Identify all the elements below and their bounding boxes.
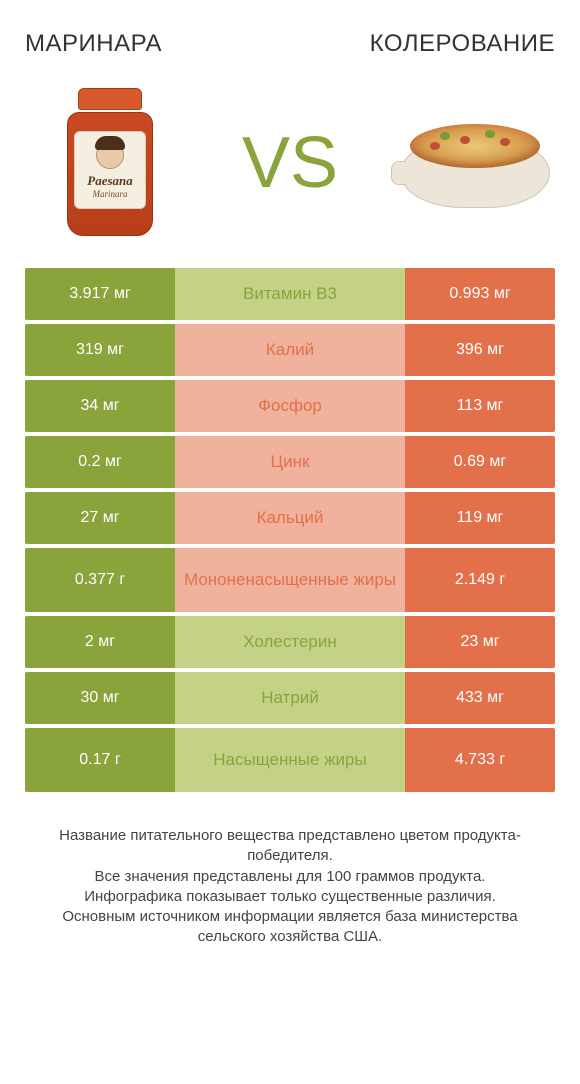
- cell-left: 0.377 г: [25, 548, 175, 612]
- footer-note: Название питательного вещества представл…: [0, 796, 580, 948]
- dish-icon: [400, 118, 540, 208]
- table-row: 0.377 гМононенасыщенные жиры2.149 г: [25, 548, 555, 612]
- footer-line: Инфографика показывает только существенн…: [30, 887, 550, 907]
- cell-nutrient: Фосфор: [175, 380, 405, 432]
- jar-brand: Paesana: [87, 173, 133, 189]
- cell-right: 433 мг: [405, 672, 555, 724]
- cell-right: 0.69 мг: [405, 436, 555, 488]
- title-right: КОЛЕРОВАНИЕ: [370, 30, 555, 58]
- product-right-image: [400, 88, 540, 238]
- table-row: 30 мгНатрий433 мг: [25, 672, 555, 724]
- cell-left: 27 мг: [25, 492, 175, 544]
- footer-line: Основным источником информации является …: [30, 907, 550, 948]
- cell-right: 396 мг: [405, 324, 555, 376]
- cell-nutrient: Цинк: [175, 436, 405, 488]
- cell-left: 0.2 мг: [25, 436, 175, 488]
- cell-left: 2 мг: [25, 616, 175, 668]
- cell-right: 0.993 мг: [405, 268, 555, 320]
- cell-right: 113 мг: [405, 380, 555, 432]
- cell-nutrient: Насыщенные жиры: [175, 728, 405, 792]
- cell-nutrient: Натрий: [175, 672, 405, 724]
- title-left: МАРИНАРА: [25, 30, 162, 58]
- cell-right: 23 мг: [405, 616, 555, 668]
- jar-icon: Paesana Marinara: [65, 88, 155, 238]
- header: МАРИНАРА КОЛЕРОВАНИЕ: [0, 0, 580, 68]
- footer-line: Название питательного вещества представл…: [30, 826, 550, 867]
- cell-left: 0.17 г: [25, 728, 175, 792]
- table-row: 2 мгХолестерин23 мг: [25, 616, 555, 668]
- table-row: 0.2 мгЦинк0.69 мг: [25, 436, 555, 488]
- cell-left: 319 мг: [25, 324, 175, 376]
- cell-nutrient: Холестерин: [175, 616, 405, 668]
- cell-nutrient: Витамин B3: [175, 268, 405, 320]
- table-row: 0.17 гНасыщенные жиры4.733 г: [25, 728, 555, 792]
- cell-nutrient: Кальций: [175, 492, 405, 544]
- jar-sub: Marinara: [92, 189, 127, 199]
- cell-right: 119 мг: [405, 492, 555, 544]
- cell-right: 2.149 г: [405, 548, 555, 612]
- vs-label: VS: [242, 122, 338, 204]
- cell-left: 34 мг: [25, 380, 175, 432]
- table-row: 34 мгФосфор113 мг: [25, 380, 555, 432]
- vs-row: Paesana Marinara VS: [0, 68, 580, 268]
- comparison-table: 3.917 мгВитамин B30.993 мг319 мгКалий396…: [0, 268, 580, 792]
- table-row: 319 мгКалий396 мг: [25, 324, 555, 376]
- cell-nutrient: Мононенасыщенные жиры: [175, 548, 405, 612]
- cell-left: 3.917 мг: [25, 268, 175, 320]
- cell-nutrient: Калий: [175, 324, 405, 376]
- footer-line: Все значения представлены для 100 граммо…: [30, 867, 550, 887]
- table-row: 27 мгКальций119 мг: [25, 492, 555, 544]
- cell-right: 4.733 г: [405, 728, 555, 792]
- cell-left: 30 мг: [25, 672, 175, 724]
- product-left-image: Paesana Marinara: [40, 88, 180, 238]
- table-row: 3.917 мгВитамин B30.993 мг: [25, 268, 555, 320]
